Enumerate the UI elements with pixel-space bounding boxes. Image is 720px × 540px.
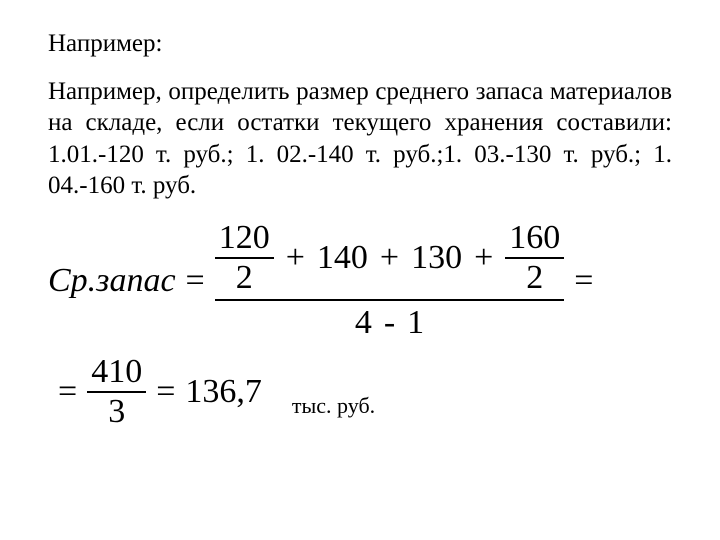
fraction-num: 120: [215, 221, 274, 257]
den-1: 1: [407, 305, 424, 341]
formula-line-1: Ср.запас = 120 2 + 140 + 130 + 160: [48, 221, 672, 341]
plus-sign: +: [474, 240, 493, 276]
fraction-160-over-2: 160 2: [505, 221, 564, 295]
equals-sign: =: [156, 373, 175, 411]
equals-sign: =: [186, 262, 205, 300]
result-value: 136,7: [185, 373, 262, 411]
fraction-den: 2: [505, 257, 564, 295]
fraction-den: 3: [87, 391, 146, 429]
problem-statement: Например, определить размер среднего зап…: [48, 76, 672, 201]
plus-sign: +: [286, 240, 305, 276]
den-4: 4: [355, 305, 372, 341]
fraction-num: 410: [87, 355, 146, 391]
equals-sign: =: [574, 262, 593, 300]
formula-block: Ср.запас = 120 2 + 140 + 130 + 160: [48, 221, 672, 429]
main-fraction-numerator: 120 2 + 140 + 130 + 160 2: [215, 221, 565, 299]
heading: Например:: [48, 30, 672, 58]
main-fraction-denominator: 4 - 1: [215, 299, 565, 341]
page: Например: Например, определить размер ср…: [0, 0, 720, 540]
equals-sign: =: [58, 373, 77, 411]
term-130: 130: [411, 240, 462, 276]
plus-sign: +: [380, 240, 399, 276]
fraction-den: 2: [215, 257, 274, 295]
minus-sign: -: [384, 305, 395, 341]
term-140: 140: [317, 240, 368, 276]
main-fraction: 120 2 + 140 + 130 + 160 2 4 -: [215, 221, 565, 341]
fraction-120-over-2: 120 2: [215, 221, 274, 295]
formula-label: Ср.запас: [48, 262, 176, 300]
formula-line-2: = 410 3 = 136,7 тыс. руб.: [48, 355, 672, 429]
fraction-410-over-3: 410 3: [87, 355, 146, 429]
fraction-num: 160: [505, 221, 564, 257]
result-units: тыс. руб.: [292, 393, 375, 429]
